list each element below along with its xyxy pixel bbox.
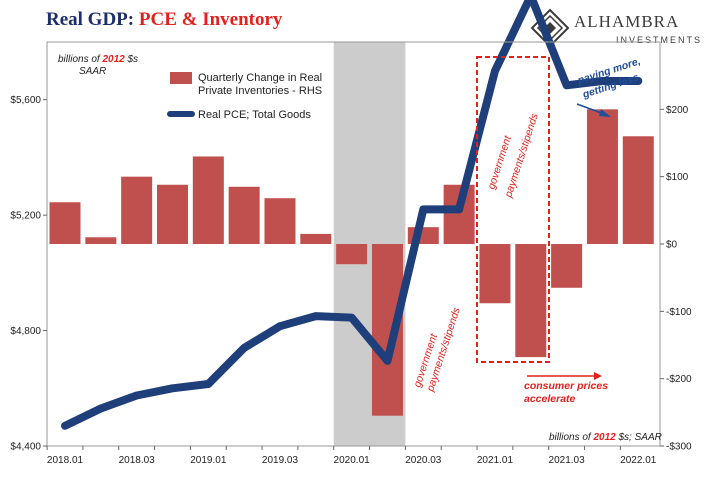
x-axis-tick-label: 2022.01 — [620, 455, 657, 466]
legend-bar-label-2: Private Inventories - RHS — [198, 85, 322, 97]
inventory-bar — [121, 176, 153, 244]
paying-arrow-head-icon — [599, 109, 611, 117]
inventory-bar — [586, 109, 618, 244]
inventory-bar — [479, 244, 511, 304]
logo-name: ALHAMBRA — [574, 12, 680, 31]
left-axis-tick-label: $5,200 — [10, 211, 41, 222]
inventory-bar — [85, 237, 117, 244]
right-axis-unit-label: billions of 2012 $s; SAAR — [549, 432, 662, 443]
inventory-bar — [622, 136, 654, 244]
inventory-bar — [264, 198, 296, 244]
highlight-box — [476, 56, 550, 363]
x-axis-tick-label: 2021.01 — [477, 455, 514, 466]
annotation-consumer-line2: accelerate — [524, 393, 576, 405]
inventory-bar — [49, 202, 81, 244]
consumer-arrow-head-icon — [594, 372, 602, 380]
left-axis-tick-label: $4,800 — [10, 326, 41, 337]
paying-arrow-line — [576, 103, 605, 115]
left-axis-tick-label: $5,600 — [10, 95, 41, 106]
inventory-bar — [192, 156, 224, 244]
right-axis-tick-label: $0 — [666, 240, 678, 251]
x-axis-tick-label: 2020.01 — [334, 455, 371, 466]
annotation-consumer-line1: consumer prices — [524, 380, 608, 392]
right-axis-tick-label: $100 — [666, 172, 689, 183]
x-axis-tick-label: 2018.03 — [119, 455, 156, 466]
x-axis-tick-label: 2018.01 — [47, 455, 84, 466]
inventory-bar — [300, 233, 332, 244]
left-axis-unit-label-2: SAAR — [79, 66, 106, 77]
pce-line — [61, 0, 643, 430]
right-axis-tick-label: -$300 — [666, 442, 692, 453]
inventory-bar — [515, 244, 547, 358]
title-part-2: PCE & Inventory — [138, 9, 283, 30]
inventory-bar — [551, 244, 583, 288]
x-axis-tick-label: 2019.01 — [190, 455, 227, 466]
chart-title: Real GDP: PCE & Inventory — [46, 9, 282, 31]
right-axis-tick-label: -$100 — [666, 307, 692, 318]
x-axis-tick-label: 2019.03 — [262, 455, 299, 466]
left-axis-tick-label: $4,400 — [10, 442, 41, 453]
legend-bar-label-1: Quarterly Change in Real — [198, 72, 322, 84]
title-part-1: Real GDP: — [46, 9, 139, 30]
left-axis-unit-label: billions of 2012 $s — [58, 54, 138, 65]
inventory-bar — [336, 244, 368, 265]
right-axis-tick-label: $200 — [666, 105, 689, 116]
legend-bar-swatch — [170, 72, 192, 84]
x-axis-tick-label: 2020.03 — [405, 455, 442, 466]
legend-line-label: Real PCE; Total Goods — [198, 109, 311, 121]
logo-sub: INVESTMENTS — [616, 35, 703, 45]
right-axis-tick-label: -$200 — [666, 374, 692, 385]
x-axis-tick-label: 2021.03 — [549, 455, 586, 466]
inventory-bar — [156, 184, 188, 244]
inventory-bar — [228, 186, 260, 244]
